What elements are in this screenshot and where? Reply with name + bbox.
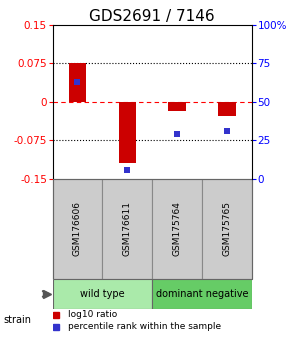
Text: GSM176611: GSM176611 <box>123 201 132 257</box>
Text: dominant negative: dominant negative <box>156 289 248 299</box>
Text: GSM175765: GSM175765 <box>223 201 232 257</box>
Bar <box>169 102 186 111</box>
Text: wild type: wild type <box>80 289 125 299</box>
Bar <box>218 102 236 116</box>
Bar <box>52 179 102 279</box>
Bar <box>152 279 252 309</box>
Text: percentile rank within the sample: percentile rank within the sample <box>68 322 222 331</box>
Text: strain: strain <box>3 315 31 325</box>
Bar <box>152 179 202 279</box>
Bar <box>52 279 152 309</box>
Title: GDS2691 / 7146: GDS2691 / 7146 <box>89 8 215 24</box>
Bar <box>202 179 252 279</box>
Text: GSM176606: GSM176606 <box>73 201 82 257</box>
Bar <box>102 179 152 279</box>
Text: log10 ratio: log10 ratio <box>68 310 118 319</box>
Text: GSM175764: GSM175764 <box>173 201 182 256</box>
Bar <box>118 102 136 163</box>
Bar <box>69 63 86 102</box>
